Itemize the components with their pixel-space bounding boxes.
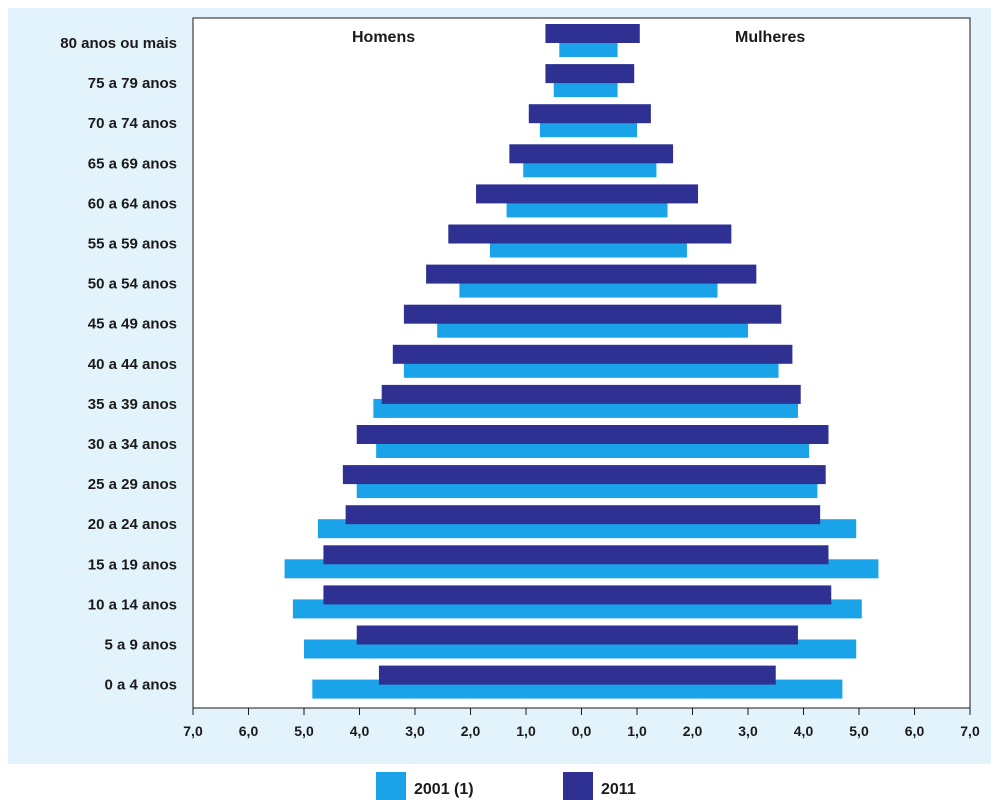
age-label: 60 a 64 anos [88,195,177,212]
bar-2011-women [581,104,651,124]
age-label: 55 a 59 anos [88,236,177,253]
bar-2011-women [581,384,801,404]
x-tick-label: 5,0 [294,723,314,739]
bar-2011-men [426,264,582,284]
bar-2011-men [509,144,582,164]
age-label: 40 a 44 anos [88,356,177,373]
legend-label: 2011 [601,781,636,798]
bar-2011-men [545,24,582,43]
x-tick-label: 3,0 [405,723,425,739]
bar-2011-women [581,665,776,685]
bar-2011-men [381,384,582,404]
x-tick-label: 6,0 [905,723,925,739]
x-tick-label: 5,0 [849,723,869,739]
side-label-men: Homens [352,29,415,46]
age-label: 50 a 54 anos [88,276,177,293]
bar-2011-women [581,24,640,43]
x-tick-label: 4,0 [794,723,814,739]
age-label: 75 a 79 anos [88,75,177,92]
bar-2011-women [581,625,798,645]
bar-2011-women [581,64,635,84]
bar-2011-women [581,545,829,565]
age-label: 0 a 4 anos [104,677,177,694]
x-tick-label: 6,0 [239,723,259,739]
bar-2011-men [476,184,582,204]
legend-label: 2001 (1) [414,781,474,798]
bar-2011-men [403,304,582,324]
age-label: 25 a 29 anos [88,476,177,493]
age-label: 70 a 74 anos [88,115,177,132]
x-tick-label: 2,0 [461,723,481,739]
bar-2011-men [448,224,582,244]
age-label: 45 a 49 anos [88,316,177,333]
bar-2011-men [323,585,582,605]
bar-2011-men [342,465,582,485]
x-tick-label: 7,0 [960,723,980,739]
bar-2011-women [581,344,793,364]
legend: 2001 (1) 2011 [376,772,636,800]
bar-2011-men [528,104,582,124]
age-label: 30 a 34 anos [88,436,177,453]
bar-2011-women [581,184,699,204]
age-label: 65 a 69 anos [88,155,177,172]
x-tick-label: 0,0 [572,723,592,739]
x-tick-label: 1,0 [627,723,647,739]
x-axis: 7,0 6,0 5,0 4,0 3,0 2,0 1,0 0,0 1,0 2,0 3,0 4,0 5,0 6… [183,708,980,739]
bar-2011-men [392,344,582,364]
bar-2011-men [356,425,582,444]
bar-2011-women [581,304,782,324]
age-group-labels: 0 a 4 anos 5 a 9 anos 10 a 14 anos 15 a 19 … [60,35,177,694]
bars-layer [284,24,879,699]
x-tick-label: 3,0 [738,723,758,739]
x-tick-label: 1,0 [516,723,536,739]
bar-2011-women [581,144,674,164]
side-label-women: Mulheres [735,29,805,46]
bar-2011-women [581,465,826,485]
bar-2011-men [323,545,582,565]
legend-swatch [376,772,406,800]
legend-swatch [563,772,593,800]
bar-2011-men [356,625,582,645]
bar-2011-men [378,665,582,685]
bar-2011-women [581,264,757,284]
x-tick-label: 2,0 [683,723,703,739]
bar-2011-men [545,64,582,84]
bar-2011-women [581,425,829,444]
bar-2011-women [581,505,821,525]
age-label: 5 a 9 anos [104,637,177,654]
age-label: 80 anos ou mais [60,35,177,52]
age-label: 15 a 19 anos [88,556,177,573]
bar-2011-women [581,224,732,244]
age-label: 10 a 14 anos [88,596,177,613]
age-label: 20 a 24 anos [88,516,177,533]
age-label: 35 a 39 anos [88,396,177,413]
bar-2011-women [581,585,832,605]
x-tick-label: 7,0 [183,723,203,739]
bar-2011-men [345,505,582,525]
x-tick-label: 4,0 [350,723,370,739]
